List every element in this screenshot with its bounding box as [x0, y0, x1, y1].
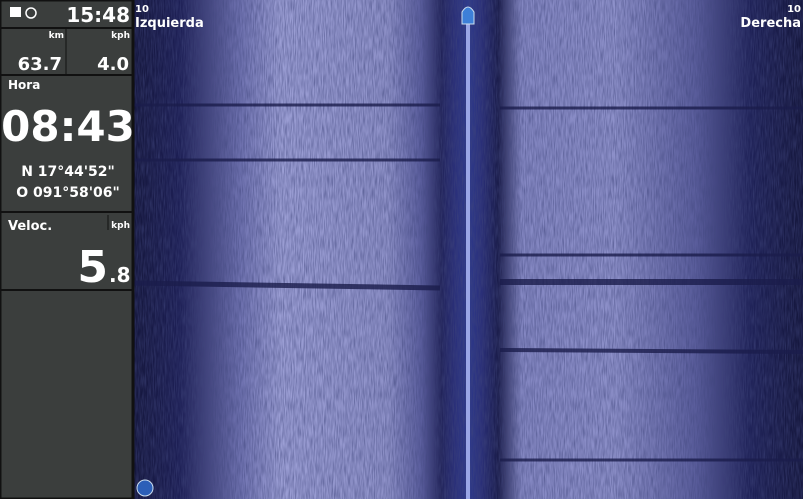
distance-unit: km: [49, 31, 64, 41]
sonar-streaks: [132, 103, 803, 462]
corner-icon: [136, 479, 154, 497]
boat-icon: [461, 6, 475, 25]
velocity-label: Veloc.: [8, 219, 52, 234]
longitude: O 091°58'06": [16, 185, 120, 201]
data-panel: 15:48 km kph 63.7 4.0 Hora 08:43 N 17°44…: [0, 0, 135, 499]
trip-speed: 4.0: [97, 54, 129, 75]
right-range: 10: [787, 4, 801, 15]
right-label: Derecha: [740, 16, 801, 31]
status-time: 15:48: [66, 3, 130, 27]
velocity-whole: 5: [77, 242, 108, 293]
left-label: Izquierda: [135, 16, 204, 31]
distance: 63.7: [18, 54, 62, 75]
clock-label: Hora: [8, 78, 40, 92]
left-range: 10: [135, 4, 149, 15]
velocity-unit: kph: [111, 221, 130, 231]
speed-unit: kph: [111, 31, 130, 41]
velocity-fraction: .8: [109, 263, 131, 287]
center-line: [466, 18, 470, 499]
clock-time: 08:43: [1, 102, 135, 151]
latitude: N 17°44'52": [21, 164, 115, 180]
